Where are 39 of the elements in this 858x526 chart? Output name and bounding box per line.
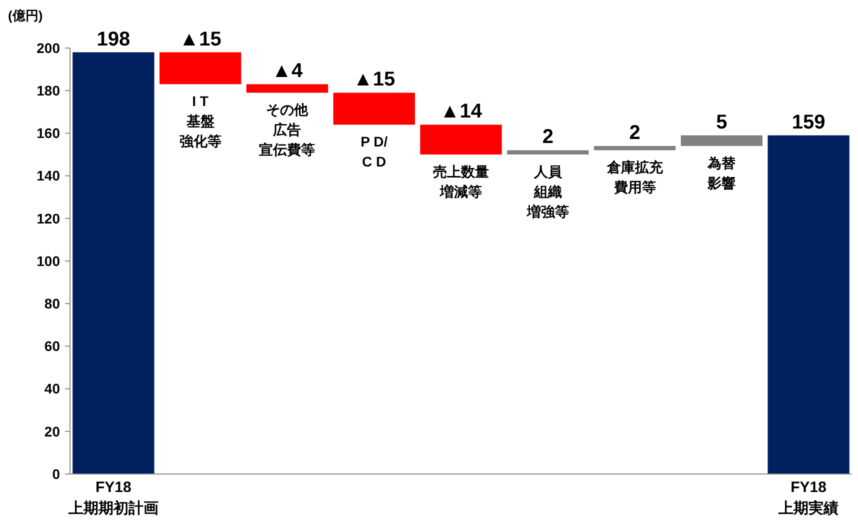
bar [507, 150, 589, 154]
x-tick-label: FY18 上期実績 [778, 479, 839, 517]
data-label: ▲15 [179, 28, 222, 50]
data-label: 198 [96, 28, 130, 50]
y-tick-label: 20 [44, 423, 60, 440]
bar [768, 135, 850, 474]
x-tick-label: 倉庫拡充費用等 [606, 159, 664, 196]
x-tick-label: FY18 上期期初計画 [67, 479, 158, 517]
y-tick-label: 140 [36, 168, 60, 184]
x-tick-label: 人員組織増強等 [526, 164, 569, 220]
data-label: 2 [629, 122, 640, 144]
y-tick-label: 0 [52, 466, 60, 482]
data-label: 159 [792, 111, 826, 134]
bar [159, 52, 242, 84]
y-tick-label: 60 [44, 338, 60, 354]
y-tick-label: 80 [44, 296, 60, 312]
x-tick-label: その他広告宣伝費等 [259, 102, 316, 158]
y-tick-label: 40 [44, 380, 60, 397]
x-tick-label: 為替影響 [706, 154, 737, 191]
bar [420, 124, 502, 154]
bar [680, 135, 763, 146]
bar [246, 84, 328, 93]
data-label: ▲14 [440, 100, 483, 123]
bar [333, 92, 415, 125]
data-label: ▲4 [272, 60, 304, 82]
y-axis-title: (億円) [8, 8, 43, 23]
y-tick-label: 160 [36, 125, 60, 142]
bar [72, 52, 154, 474]
y-tick-label: 100 [36, 252, 60, 269]
bar [594, 146, 676, 150]
x-tick-label: P D/ C D [360, 134, 388, 170]
data-label: ▲15 [353, 68, 396, 91]
y-tick-label: 120 [36, 210, 60, 226]
y-tick-label: 200 [36, 40, 60, 56]
data-label: 2 [542, 126, 554, 148]
x-tick-label: I T基盤強化等 [179, 93, 222, 150]
data-label: 5 [716, 111, 728, 134]
x-tick-label: 売上数量増減等 [433, 164, 489, 200]
y-tick-label: 180 [36, 82, 60, 98]
